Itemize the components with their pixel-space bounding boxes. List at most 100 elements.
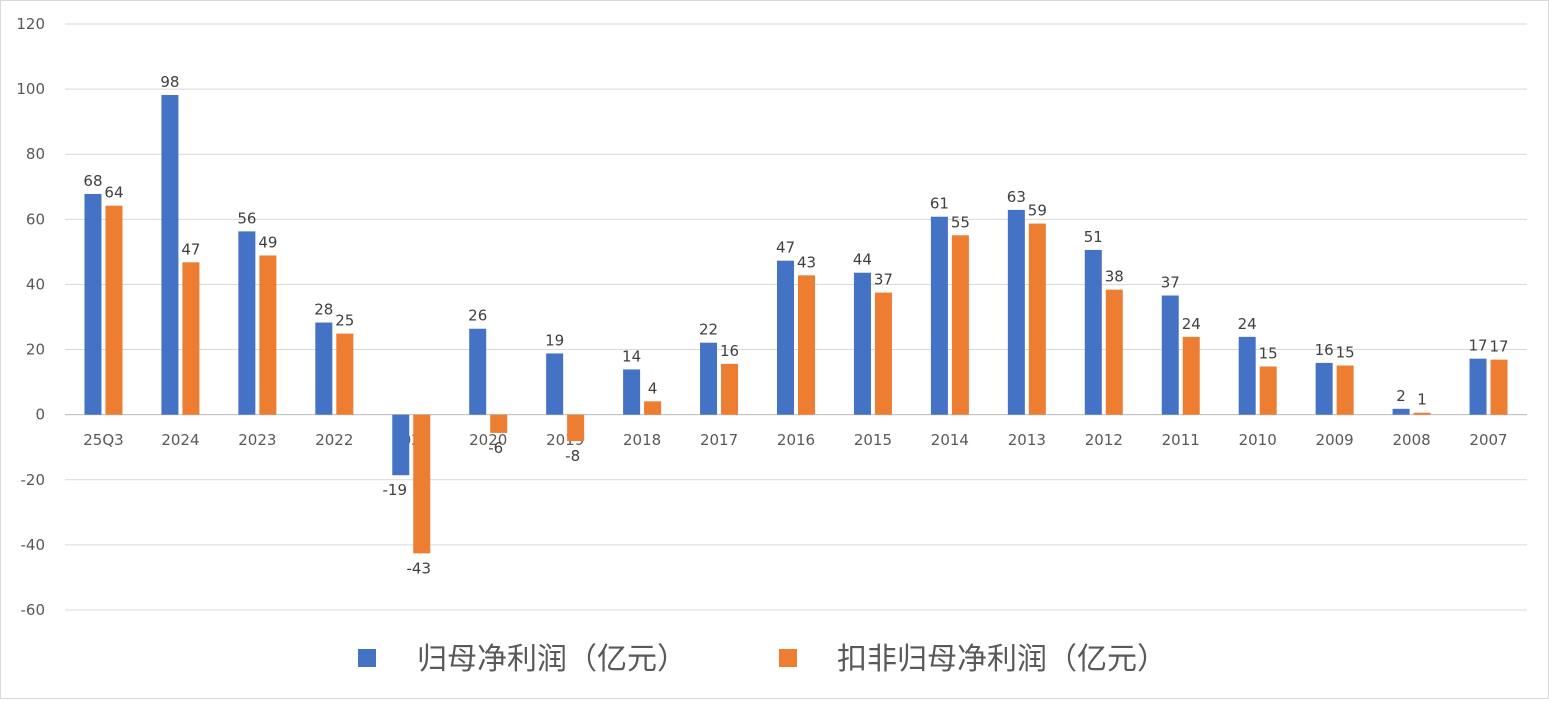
data-label-series-2: 24 xyxy=(1182,315,1201,333)
y-tick-label: 0 xyxy=(35,406,45,424)
data-label-series-1: 56 xyxy=(237,209,256,227)
axis: -60 -40 -20 0 20 40 60 80 100 120 25Q3 2024 2023 2022… xyxy=(16,15,1527,619)
legend-swatch-series-2 xyxy=(779,649,797,667)
data-label-series-2: 49 xyxy=(258,233,277,251)
data-label-series-1: 63 xyxy=(1007,188,1026,206)
data-label-series-1: 19 xyxy=(545,331,564,349)
bar-series-1-2019 xyxy=(546,353,564,415)
bar-series-2-2020 xyxy=(490,414,508,433)
y-tick-label: 40 xyxy=(26,275,45,293)
bar-series-2-2018 xyxy=(644,401,662,415)
data-label-series-1: 28 xyxy=(314,301,333,319)
x-tick-label: 2013 xyxy=(1008,431,1046,449)
gridlines xyxy=(65,23,1527,611)
y-tick-label: -60 xyxy=(21,601,46,619)
data-label-series-2: 15 xyxy=(1259,344,1278,362)
bar-series-1-2012 xyxy=(1084,249,1102,415)
data-label-series-2: 38 xyxy=(1105,268,1124,286)
data-label-series-2: 64 xyxy=(104,184,123,202)
bar-series-2-2011 xyxy=(1182,336,1200,415)
data-label-series-1: 24 xyxy=(1238,315,1257,333)
bar-series-1-2024 xyxy=(161,94,179,415)
x-tick-label: 2024 xyxy=(161,431,199,449)
data-label-series-1: 16 xyxy=(1315,341,1334,359)
data-label-series-2: -6 xyxy=(488,439,503,457)
bar-series-1-2013 xyxy=(1007,209,1025,415)
x-tick-label: 2008 xyxy=(1392,431,1430,449)
bar-series-2-2019 xyxy=(567,414,585,442)
data-label-series-2: -43 xyxy=(407,559,432,577)
data-label-series-1: 68 xyxy=(83,172,102,190)
y-tick-label: 20 xyxy=(26,341,45,359)
data-label-series-2: 15 xyxy=(1336,344,1355,362)
data-label-series-1: 98 xyxy=(160,73,179,91)
x-tick-label: 2011 xyxy=(1162,431,1200,449)
x-tick-label: 2009 xyxy=(1316,431,1354,449)
bar-series-1-2018 xyxy=(623,369,641,415)
legend: 归母净利润（亿元） 扣非归母净利润（亿元） xyxy=(358,642,1167,677)
bar-series-1-25Q3 xyxy=(84,193,102,415)
bar-series-2-2009 xyxy=(1336,365,1354,415)
bar-series-1-2014 xyxy=(930,216,948,415)
x-tick-label: 2018 xyxy=(623,431,661,449)
data-label-series-2: 1 xyxy=(1417,391,1427,409)
bar-series-2-2022 xyxy=(336,333,354,415)
bar-series-1-2009 xyxy=(1315,362,1333,415)
bar-series-1-2023 xyxy=(238,231,256,415)
data-label-series-1: 17 xyxy=(1468,337,1487,355)
legend-label-series-2: 扣非归母净利润（亿元） xyxy=(837,642,1167,677)
data-label-series-1: 14 xyxy=(622,347,641,365)
data-label-series-2: 17 xyxy=(1489,338,1508,356)
bar-series-2-2014 xyxy=(951,235,969,415)
data-label-series-2: 59 xyxy=(1028,202,1047,220)
x-tick-label: 2014 xyxy=(931,431,969,449)
data-label-series-1: 37 xyxy=(1161,274,1180,292)
data-label-series-2: 16 xyxy=(720,342,739,360)
data-label-series-2: -8 xyxy=(565,447,580,465)
bar-series-2-2008 xyxy=(1413,412,1431,415)
bar-series-2-2024 xyxy=(182,262,200,415)
legend-swatch-series-1 xyxy=(358,649,376,667)
bars xyxy=(84,94,1508,554)
data-label-series-1: -19 xyxy=(383,481,408,499)
data-label-series-1: 61 xyxy=(930,195,949,213)
x-tick-label: 2015 xyxy=(854,431,892,449)
bar-series-1-2008 xyxy=(1392,408,1410,415)
data-label-series-1: 22 xyxy=(699,321,718,339)
x-tick-label: 2022 xyxy=(315,431,353,449)
x-tick-label: 2016 xyxy=(777,431,815,449)
data-label-series-1: 26 xyxy=(468,307,487,325)
bar-series-1-2017 xyxy=(700,342,718,415)
bar-series-2-2007 xyxy=(1490,359,1508,415)
bar-series-1-2011 xyxy=(1161,295,1179,415)
bar-series-2-2013 xyxy=(1028,223,1046,415)
bar-series-2-2015 xyxy=(874,292,892,415)
x-tick-label: 2012 xyxy=(1085,431,1123,449)
bar-series-1-2015 xyxy=(853,272,871,415)
y-tick-label: -40 xyxy=(21,536,46,554)
data-label-series-1: 44 xyxy=(853,251,872,269)
data-label-series-2: 47 xyxy=(181,240,200,258)
x-tick-label: 25Q3 xyxy=(83,431,123,449)
x-tick-label: 2023 xyxy=(238,431,276,449)
data-label-series-1: 2 xyxy=(1396,387,1406,405)
bar-series-2-2016 xyxy=(798,275,815,415)
data-label-series-2: 4 xyxy=(648,379,658,397)
data-label-series-1: 47 xyxy=(776,239,795,257)
bar-series-1-2021 xyxy=(392,414,410,476)
y-tick-label: 120 xyxy=(16,15,45,33)
bar-series-2-2012 xyxy=(1105,289,1123,415)
y-tick-label: 80 xyxy=(26,145,45,163)
bar-series-2-2017 xyxy=(721,363,739,415)
y-tick-label: 100 xyxy=(16,80,45,98)
bar-series-1-2016 xyxy=(777,260,794,415)
bar-series-1-2010 xyxy=(1238,336,1256,415)
bar-series-2-2021 xyxy=(413,414,431,554)
bar-series-1-2022 xyxy=(315,322,333,415)
y-tick-label: -20 xyxy=(21,471,46,489)
x-tick-label: 2017 xyxy=(700,431,738,449)
bar-series-2-2010 xyxy=(1259,366,1277,415)
